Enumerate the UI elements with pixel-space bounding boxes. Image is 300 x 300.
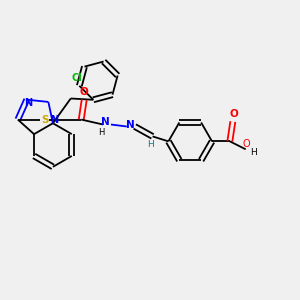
Text: N: N [100, 116, 109, 127]
Text: N: N [50, 115, 58, 125]
Text: N: N [126, 119, 135, 130]
Text: O: O [230, 109, 238, 118]
Text: O: O [80, 87, 88, 97]
Text: H: H [98, 128, 104, 137]
Text: H: H [250, 148, 257, 157]
Text: S: S [41, 115, 48, 124]
Text: O: O [243, 139, 250, 149]
Text: Cl: Cl [72, 73, 83, 83]
Text: N: N [25, 98, 33, 108]
Text: H: H [147, 140, 154, 149]
